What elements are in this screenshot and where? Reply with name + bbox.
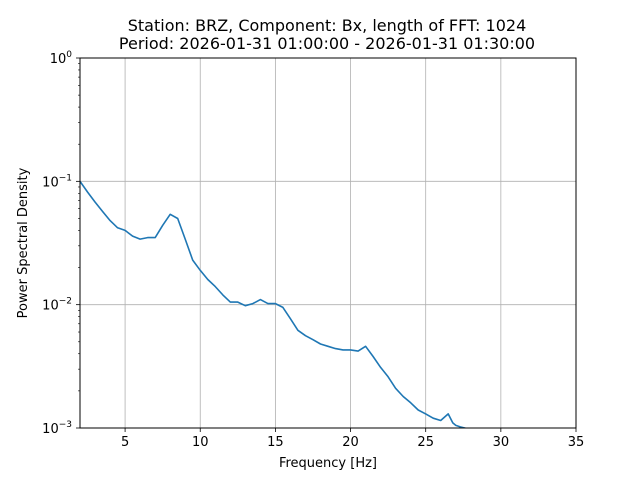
ticks: 5 10 15 20 25 30 35 100 10−1 10−2 10−3 bbox=[42, 50, 584, 450]
data-layer bbox=[80, 180, 468, 428]
chart-title-line1: Station: BRZ, Component: Bx, length of F… bbox=[128, 16, 527, 35]
plot-frame bbox=[79, 57, 577, 429]
psd-series-line bbox=[80, 180, 468, 428]
y-tick-label: 10−3 bbox=[42, 420, 72, 437]
grid bbox=[80, 58, 576, 428]
x-tick-label: 35 bbox=[568, 435, 585, 450]
x-tick-label: 5 bbox=[121, 435, 129, 450]
y-tick-label: 10−1 bbox=[42, 173, 72, 190]
y-tick-label: 100 bbox=[50, 50, 73, 67]
x-tick-label: 15 bbox=[267, 435, 284, 450]
chart-title-line2: Period: 2026-01-31 01:00:00 - 2026-01-31… bbox=[119, 34, 535, 53]
y-axis-label: Power Spectral Density bbox=[16, 167, 31, 318]
x-tick-label: 10 bbox=[192, 435, 209, 450]
x-tick-label: 25 bbox=[417, 435, 434, 450]
y-tick-label: 10−2 bbox=[42, 297, 72, 314]
x-tick-label: 20 bbox=[342, 435, 359, 450]
x-tick-label: 30 bbox=[493, 435, 510, 450]
x-axis-label: Frequency [Hz] bbox=[279, 456, 377, 471]
